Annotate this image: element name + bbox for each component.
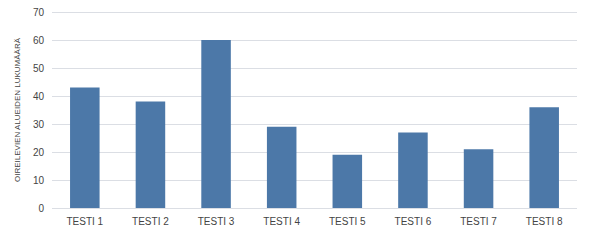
svg-text:60: 60: [33, 35, 45, 46]
svg-text:20: 20: [33, 147, 45, 158]
svg-text:50: 50: [33, 63, 45, 74]
svg-text:TESTI 3: TESTI 3: [198, 216, 235, 227]
svg-text:TESTI 5: TESTI 5: [329, 216, 366, 227]
svg-text:TESTI 2: TESTI 2: [132, 216, 169, 227]
svg-text:10: 10: [33, 175, 45, 186]
svg-text:30: 30: [33, 119, 45, 130]
svg-text:70: 70: [33, 7, 45, 18]
svg-text:OIREILEVIEN ALUEIDEN LUKUMÄÄRÄ: OIREILEVIEN ALUEIDEN LUKUMÄÄRÄ: [13, 37, 22, 182]
svg-text:0: 0: [38, 203, 44, 214]
svg-text:40: 40: [33, 91, 45, 102]
svg-text:TESTI 6: TESTI 6: [395, 216, 432, 227]
svg-text:TESTI 8: TESTI 8: [526, 216, 563, 227]
svg-text:TESTI 1: TESTI 1: [66, 216, 103, 227]
svg-text:TESTI 4: TESTI 4: [263, 216, 300, 227]
svg-text:TESTI 7: TESTI 7: [460, 216, 497, 227]
